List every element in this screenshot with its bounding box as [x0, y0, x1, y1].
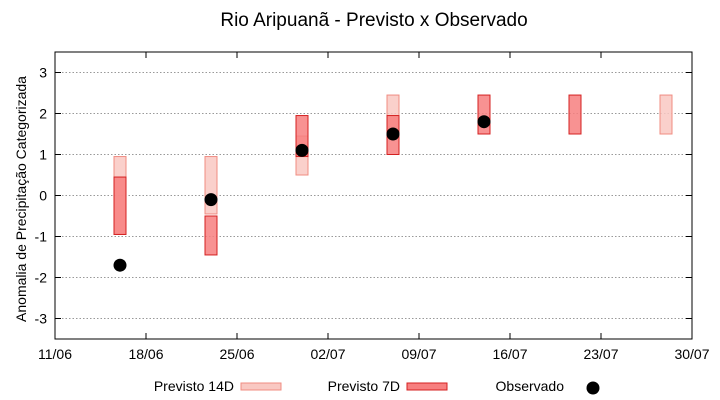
- legend-swatch-previsto-14d: [240, 382, 282, 391]
- previsto-7d-bar: [204, 215, 218, 256]
- observado-point: [386, 127, 400, 141]
- previsto-14d-bar: [659, 94, 673, 135]
- previsto-7d-bar: [113, 176, 127, 235]
- previsto-7d-bars: [113, 94, 582, 256]
- y-tick-label: 3: [39, 65, 47, 81]
- observado-point: [295, 143, 309, 157]
- y-tick-label: -1: [35, 229, 48, 245]
- chart-title: Rio Aripuanã - Previsto x Observado: [220, 10, 527, 31]
- x-axis-ticks: 11/06 18/06 25/06 02/07 09/07 16/07 23/07 30/07: [38, 52, 710, 362]
- x-tick-label: 23/07: [583, 346, 618, 362]
- y-tick-label: -3: [35, 311, 48, 327]
- legend-item-observado: Observado: [496, 378, 600, 395]
- x-tick-label: 02/07: [310, 346, 345, 362]
- legend-marker-observado: [586, 381, 600, 395]
- observado-point: [477, 115, 491, 129]
- x-tick-label: 11/06: [38, 346, 72, 362]
- legend-label-previsto-7d: Previsto 7D: [328, 378, 400, 394]
- legend-item-previsto-14d: Previsto 14D: [154, 378, 282, 394]
- previsto-7d-bar: [568, 94, 582, 135]
- y-axis-label: Anomalia de Precipitação Categorizada: [13, 76, 29, 322]
- y-tick-label: 2: [39, 106, 47, 122]
- y-axis-ticks: 3 2 1 0 -1 -2 -3: [35, 65, 692, 327]
- x-tick-label: 18/06: [128, 346, 163, 362]
- legend-item-previsto-7d: Previsto 7D: [328, 378, 448, 394]
- y-tick-label: -2: [35, 270, 48, 286]
- legend: Previsto 14D Previsto 7D Observado: [154, 378, 600, 395]
- legend-label-observado: Observado: [496, 378, 565, 394]
- legend-label-previsto-14d: Previsto 14D: [154, 378, 234, 394]
- x-tick-label: 25/06: [219, 346, 254, 362]
- grid-layer: [55, 72, 692, 319]
- observado-points: [113, 115, 491, 272]
- observado-point: [204, 193, 218, 207]
- observado-point: [113, 258, 127, 272]
- x-tick-label: 09/07: [401, 346, 436, 362]
- x-tick-label: 16/07: [492, 346, 527, 362]
- y-tick-label: 1: [39, 147, 47, 163]
- legend-swatch-previsto-7d: [406, 382, 448, 391]
- y-tick-label: 0: [39, 188, 47, 204]
- x-tick-label: 30/07: [674, 346, 709, 362]
